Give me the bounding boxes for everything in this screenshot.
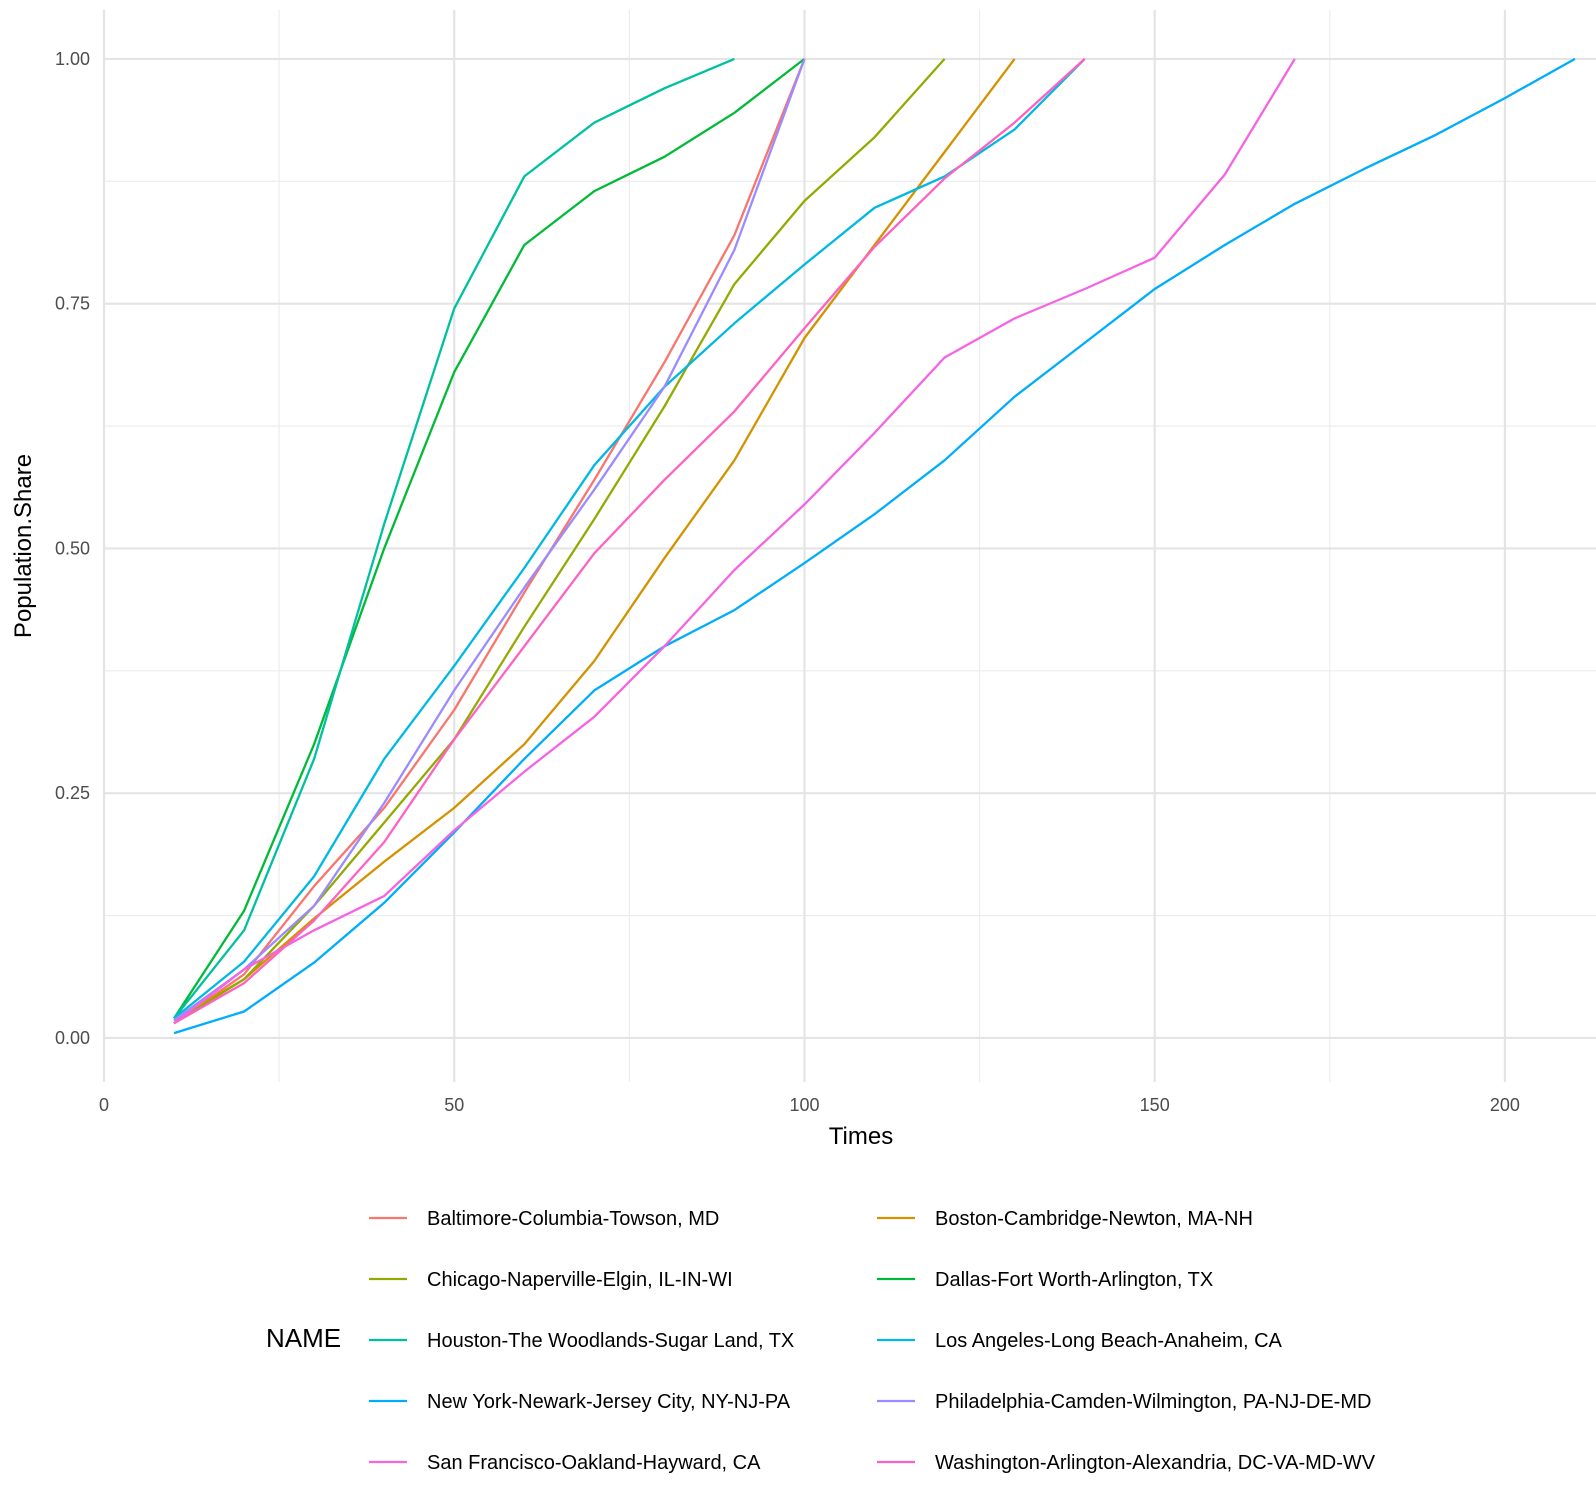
- legend-label: Los Angeles-Long Beach-Anaheim, CA: [935, 1330, 1283, 1352]
- series-line: [173, 58, 1016, 1022]
- series-line: [173, 58, 806, 1025]
- series-line: [173, 57, 735, 1020]
- x-tick-label: 0: [99, 1095, 109, 1115]
- legend-title: NAME: [266, 1323, 341, 1353]
- series-lines: [173, 57, 1576, 1035]
- y-tick-label: 1.00: [55, 49, 90, 69]
- x-tick-label: 50: [444, 1095, 464, 1115]
- x-tick-label: 100: [789, 1095, 819, 1115]
- x-tick-label: 150: [1140, 1095, 1170, 1115]
- legend-item: San Francisco-Oakland-Hayward, CA: [369, 1452, 761, 1474]
- y-axis-title: Population.Share: [10, 454, 37, 638]
- legend-label: San Francisco-Oakland-Hayward, CA: [427, 1452, 761, 1474]
- legend: NAME Baltimore-Columbia-Towson, MD Boston…: [266, 1208, 1376, 1474]
- major-grid-lines: [102, 10, 1596, 1082]
- legend-items: Baltimore-Columbia-Towson, MD Boston-Camb…: [369, 1208, 1376, 1474]
- legend-label: Houston-The Woodlands-Sugar Land, TX: [427, 1330, 794, 1352]
- legend-label: Baltimore-Columbia-Towson, MD: [427, 1208, 719, 1230]
- legend-label: Boston-Cambridge-Newton, MA-NH: [935, 1208, 1253, 1230]
- series-line: [173, 58, 1086, 1025]
- series-line: [173, 57, 806, 1020]
- legend-label: Dallas-Fort Worth-Arlington, TX: [935, 1269, 1213, 1291]
- legend-label: New York-Newark-Jersey City, NY-NJ-PA: [427, 1391, 791, 1413]
- y-tick-label: 0.75: [55, 294, 90, 314]
- y-tick-label: 0.50: [55, 538, 90, 558]
- y-tick-label: 0.25: [55, 783, 90, 803]
- y-tick-label: 0.00: [55, 1028, 90, 1048]
- series-line: [173, 58, 806, 1022]
- legend-item: Washington-Arlington-Alexandria, DC-VA-M…: [877, 1452, 1376, 1474]
- legend-item: New York-Newark-Jersey City, NY-NJ-PA: [369, 1391, 791, 1413]
- series-line: [173, 58, 1296, 1025]
- legend-item: Houston-The Woodlands-Sugar Land, TX: [369, 1330, 794, 1352]
- legend-label: Philadelphia-Camden-Wilmington, PA-NJ-DE…: [935, 1391, 1371, 1413]
- y-axis-tick-labels: 0.00 0.25 0.50 0.75 1.00: [55, 49, 90, 1048]
- legend-item: Baltimore-Columbia-Towson, MD: [369, 1208, 719, 1230]
- legend-item: Chicago-Naperville-Elgin, IL-IN-WI: [369, 1269, 733, 1291]
- legend-item: Philadelphia-Camden-Wilmington, PA-NJ-DE…: [877, 1391, 1371, 1413]
- legend-label: Washington-Arlington-Alexandria, DC-VA-M…: [935, 1452, 1376, 1474]
- minor-grid-lines: [104, 10, 1596, 1082]
- x-axis-title: Times: [829, 1123, 893, 1150]
- legend-item: Boston-Cambridge-Newton, MA-NH: [877, 1208, 1253, 1230]
- legend-item: Dallas-Fort Worth-Arlington, TX: [877, 1269, 1213, 1291]
- legend-item: Los Angeles-Long Beach-Anaheim, CA: [877, 1330, 1283, 1352]
- series-line: [173, 58, 1086, 1020]
- series-line: [173, 58, 946, 1025]
- x-axis-tick-labels: 0 50 100 150 200: [99, 1095, 1520, 1115]
- series-line: [173, 57, 1576, 1035]
- x-tick-label: 200: [1490, 1095, 1520, 1115]
- legend-label: Chicago-Naperville-Elgin, IL-IN-WI: [427, 1269, 733, 1291]
